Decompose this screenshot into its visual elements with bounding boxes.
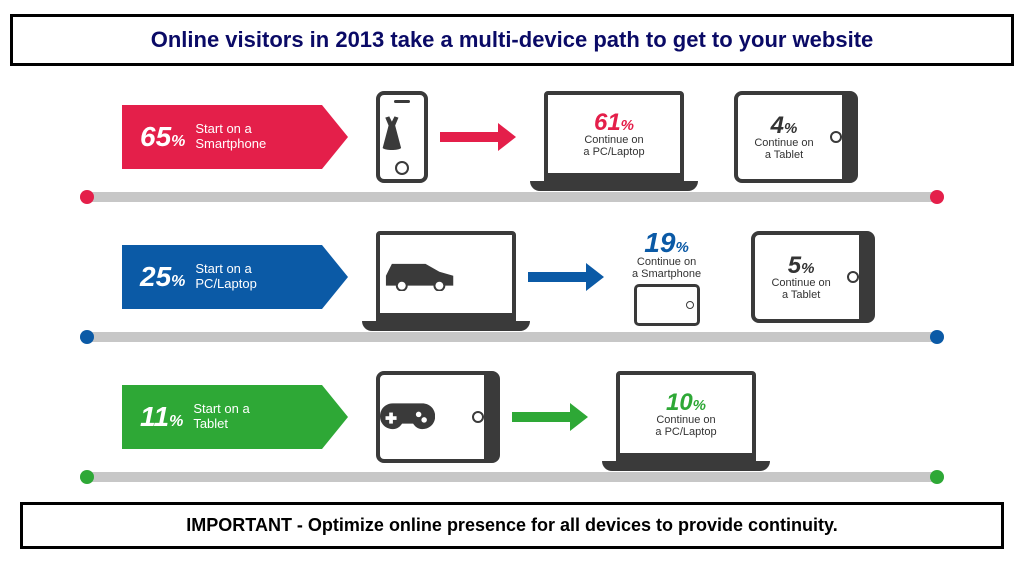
continue-label: Continue ona Tablet bbox=[754, 138, 813, 161]
continue-label: Continue ona Smartphone bbox=[632, 257, 701, 280]
continue-block: 19% Continue ona Smartphone bbox=[632, 228, 701, 326]
path-arrow-icon bbox=[440, 132, 500, 142]
path-arrow-icon bbox=[528, 272, 588, 282]
continue-percent: 5% bbox=[771, 253, 830, 278]
start-tag: 65% Start on aSmartphone bbox=[122, 105, 322, 169]
continue-label: Continue ona PC/Laptop bbox=[583, 135, 644, 158]
bar-dot-left bbox=[80, 470, 94, 484]
dress-icon bbox=[380, 115, 424, 160]
start-label: Start on aTablet bbox=[193, 402, 249, 432]
continue-percent: 4% bbox=[754, 113, 813, 138]
laptop-device: 10% Continue ona PC/Laptop bbox=[616, 371, 756, 463]
start-percent: 65% bbox=[140, 121, 185, 153]
continue-percent: 19% bbox=[632, 228, 701, 257]
car-icon bbox=[380, 252, 512, 297]
tablet-device: 5% Continue ona Tablet bbox=[751, 231, 875, 323]
start-label: Start on aPC/Laptop bbox=[195, 262, 256, 292]
start-tag: 11% Start on aTablet bbox=[122, 385, 322, 449]
gamepad-icon bbox=[380, 396, 472, 438]
row-content: 25% Start on aPC/Laptop 19% Continue ona… bbox=[80, 224, 944, 330]
row-bar bbox=[80, 192, 944, 202]
start-label: Start on aSmartphone bbox=[195, 122, 266, 152]
continue-label: Continue ona Tablet bbox=[771, 278, 830, 301]
title-box: Online visitors in 2013 take a multi-dev… bbox=[10, 14, 1014, 66]
row-pc: 25% Start on aPC/Laptop 19% Continue ona… bbox=[80, 224, 944, 342]
smartphone-device bbox=[376, 91, 428, 183]
infographic-rows: 65% Start on aSmartphone 61% Continue on… bbox=[10, 84, 1014, 482]
bar-dot-right bbox=[930, 330, 944, 344]
continue-percent: 61% bbox=[583, 110, 644, 135]
path-arrow-icon bbox=[512, 412, 572, 422]
laptop-device: 61% Continue ona PC/Laptop bbox=[544, 91, 684, 183]
continue-percent: 10% bbox=[655, 390, 716, 415]
laptop-device bbox=[376, 231, 516, 323]
row-content: 11% Start on aTablet 10% Continue ona PC… bbox=[80, 364, 944, 470]
footer-box: IMPORTANT - Optimize online presence for… bbox=[20, 502, 1004, 549]
continue-label: Continue ona PC/Laptop bbox=[655, 415, 716, 438]
page-title: Online visitors in 2013 take a multi-dev… bbox=[29, 27, 995, 53]
row-tablet: 11% Start on aTablet 10% Continue ona PC… bbox=[80, 364, 944, 482]
bar-dot-left bbox=[80, 330, 94, 344]
bar-dot-right bbox=[930, 190, 944, 204]
start-percent: 25% bbox=[140, 261, 185, 293]
smartphone-sm-device bbox=[634, 284, 700, 326]
footer-text: IMPORTANT - Optimize online presence for… bbox=[39, 515, 985, 536]
start-tag: 25% Start on aPC/Laptop bbox=[122, 245, 322, 309]
row-smartphone: 65% Start on aSmartphone 61% Continue on… bbox=[80, 84, 944, 202]
bar-dot-left bbox=[80, 190, 94, 204]
bar-dot-right bbox=[930, 470, 944, 484]
start-percent: 11% bbox=[140, 401, 183, 433]
tablet-device bbox=[376, 371, 500, 463]
row-bar bbox=[80, 472, 944, 482]
row-content: 65% Start on aSmartphone 61% Continue on… bbox=[80, 84, 944, 190]
row-bar bbox=[80, 332, 944, 342]
tablet-device: 4% Continue ona Tablet bbox=[734, 91, 858, 183]
